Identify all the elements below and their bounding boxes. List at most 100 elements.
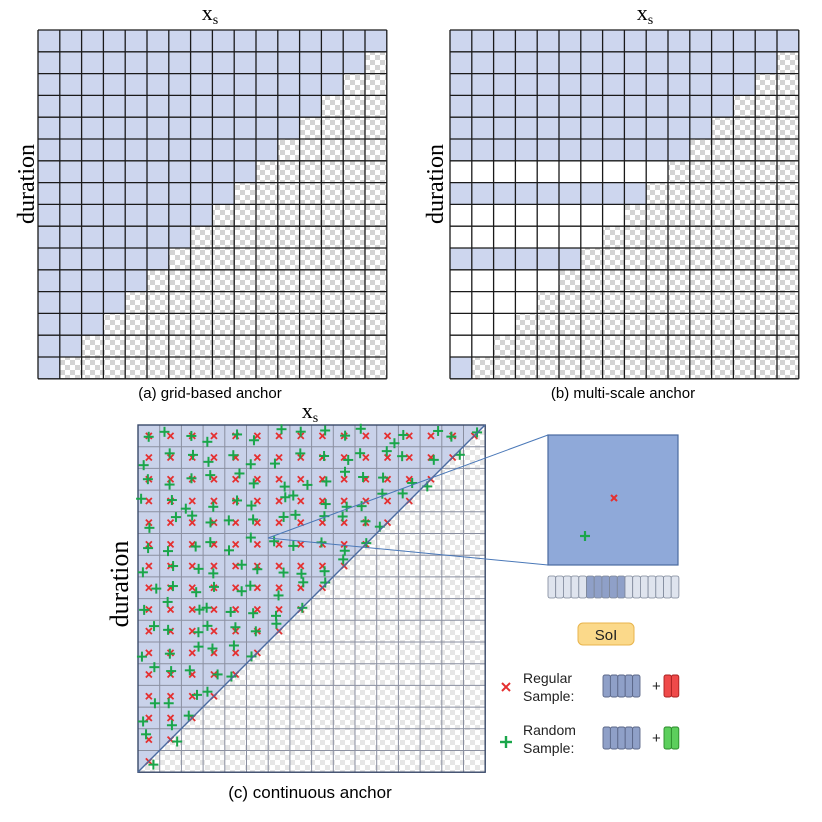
empty-cell	[493, 226, 516, 248]
empty-cell	[537, 269, 559, 292]
empty-cell	[602, 160, 625, 183]
anchor-cell	[38, 313, 60, 336]
regular-sample-stroke	[210, 627, 218, 635]
empty-cell	[471, 204, 494, 227]
regular-sample-icon	[253, 605, 261, 614]
anchor-cell	[38, 248, 60, 270]
anchor-cell	[493, 30, 516, 52]
panel-a-x-axis-label: xs	[202, 0, 218, 28]
anchor-cell	[755, 30, 777, 52]
anchor-cell	[450, 73, 472, 96]
regular-sample-icon	[166, 714, 175, 722]
anchor-cell	[711, 30, 734, 52]
feature-cell-highlight	[609, 575, 618, 599]
anchor-cell	[59, 226, 82, 248]
feature-cell	[555, 575, 564, 599]
regular-sample-icon	[145, 562, 153, 570]
anchor-cell	[38, 226, 60, 248]
empty-cell	[515, 204, 538, 227]
anchor-cell	[668, 51, 690, 74]
anchor-cell	[190, 160, 213, 183]
random-sample-icon	[137, 567, 148, 578]
random-sample-icon	[143, 543, 154, 554]
regular-sample-icon	[318, 497, 327, 505]
random-sample-icon	[226, 671, 237, 682]
anchor-cell	[212, 182, 235, 205]
anchor-cell	[234, 51, 256, 74]
soi-label: SoI	[595, 627, 618, 644]
random-sample-icon	[295, 426, 306, 437]
anchor-cell	[212, 117, 235, 139]
anchor-cell	[103, 51, 126, 74]
panel-c-y-axis-label: duration	[105, 541, 134, 628]
anchor-cell	[624, 182, 647, 205]
anchor-cell	[234, 30, 256, 52]
random-sample-icon	[337, 511, 348, 522]
regular-label-line2: Sample:	[523, 688, 574, 704]
anchor-cell	[689, 51, 712, 74]
regular-sample-icon	[427, 432, 435, 440]
random-sample-icon	[190, 541, 201, 552]
regular-sample-icon	[405, 432, 413, 440]
anchor-cell	[256, 73, 278, 96]
anchor-cell	[125, 160, 147, 183]
random-sample-icon	[183, 710, 194, 721]
anchor-cell	[38, 95, 60, 118]
regular-sample-icon	[145, 649, 153, 657]
anchor-cell	[537, 95, 559, 118]
random-sample-icon	[139, 604, 150, 615]
feature-cell	[570, 575, 580, 599]
empty-cell	[450, 313, 472, 336]
feature-cell	[632, 726, 641, 750]
regular-feature-block	[602, 674, 641, 698]
regular-sample-stroke	[297, 475, 305, 483]
random-sample-icon	[338, 554, 349, 565]
random-sample-icon	[225, 606, 236, 617]
random-sample-icon	[339, 545, 350, 556]
random-sample-icon	[144, 522, 155, 533]
anchor-cell	[234, 160, 256, 183]
regular-sample-icon	[297, 519, 305, 527]
random-sample-icon	[355, 448, 366, 459]
random-sample-icon	[163, 546, 174, 557]
anchor-cell	[559, 95, 581, 118]
anchor-cell	[689, 117, 712, 139]
random-sample-icon	[246, 651, 257, 662]
anchor-cell	[59, 204, 82, 227]
anchor-cell	[59, 95, 82, 118]
anchor-cell	[559, 248, 581, 270]
feature-cell-highlight	[593, 575, 603, 599]
regular-sample-stroke	[145, 649, 153, 657]
anchor-cell	[689, 95, 712, 118]
anchor-cell	[537, 139, 559, 161]
anchor-cell	[125, 139, 147, 161]
random-sample-icon	[276, 424, 287, 435]
anchor-cell	[365, 30, 387, 52]
random-sample-icon	[168, 561, 179, 572]
regular-sample-stroke	[210, 649, 218, 657]
regular-sample-stroke	[232, 649, 240, 657]
anchor-cell	[624, 51, 647, 74]
feature-cell	[632, 674, 641, 698]
random-sample-icon	[163, 698, 174, 709]
anchor-cell	[212, 139, 235, 161]
random-feature-cell	[663, 726, 672, 750]
anchor-cell	[59, 248, 82, 270]
feature-cell	[547, 575, 557, 599]
anchor-cell	[190, 51, 213, 74]
random-sample-icon	[186, 473, 197, 484]
regular-sample-stroke	[145, 670, 153, 679]
regular-sample-icon	[297, 497, 305, 505]
random-feature-cell	[670, 726, 680, 750]
random-sample-icon	[377, 488, 388, 499]
anchor-cell	[580, 182, 603, 205]
anchor-cell	[450, 51, 472, 74]
random-sample-icon	[234, 468, 245, 479]
anchor-cell	[493, 248, 516, 270]
random-sample-icon	[252, 564, 263, 575]
random-sample-icon	[296, 568, 307, 579]
empty-cell	[493, 313, 516, 336]
random-sample-icon	[202, 686, 213, 697]
anchor-cell	[668, 30, 690, 52]
random-sample-icon	[202, 436, 213, 447]
